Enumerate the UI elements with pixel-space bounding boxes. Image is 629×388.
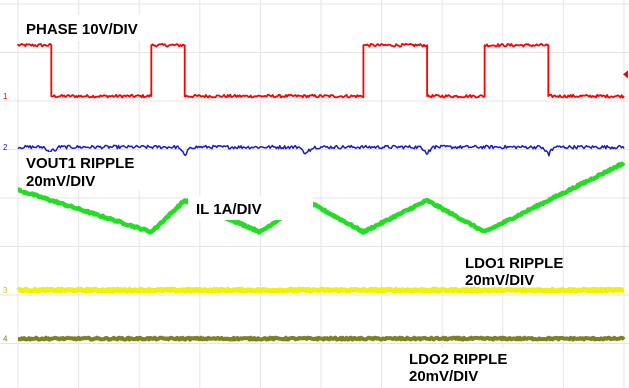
ldo2-label-line-2: 20mV/DIV — [409, 368, 478, 385]
vout1-ripple-label: VOUT1 RIPPLE 20mV/DIV — [22, 152, 170, 190]
ldo1-label-line-1: LDO1 RIPPLE — [465, 255, 563, 272]
ldo2-label-background — [405, 348, 545, 388]
ldo1-trace — [16, 286, 626, 294]
vout1-trace — [17, 144, 625, 157]
channel-markers: 1 2 3 4 — [3, 70, 628, 344]
ldo2-ripple-label: LDO2 RIPPLE 20mV/DIV — [405, 348, 545, 388]
il-label-line-1: IL 1A/DIV — [196, 201, 262, 218]
vout1-label-background — [22, 152, 170, 190]
vout1-label-line-2: 20mV/DIV — [26, 173, 95, 190]
il-label-background — [188, 196, 313, 220]
vout1-label-line-1: VOUT1 RIPPLE — [26, 155, 134, 172]
vout1-channel-marker: 2 — [3, 143, 8, 152]
phase-label-background — [22, 15, 172, 41]
il-trace — [16, 161, 626, 235]
trigger-level-arrow-icon — [623, 70, 628, 79]
ldo2-trace — [17, 335, 626, 342]
phase-channel-marker: 1 — [3, 92, 8, 101]
phase-label: PHASE 10V/DIV — [22, 15, 172, 41]
phase-trace — [17, 42, 625, 99]
ldo2-channel-marker: 4 — [3, 335, 8, 344]
waveform-traces — [16, 42, 626, 342]
phase-label-line-1: PHASE 10V/DIV — [26, 21, 138, 38]
ldo1-ripple-label: LDO1 RIPPLE 20mV/DIV — [465, 255, 563, 289]
ldo1-channel-marker: 3 — [3, 286, 8, 295]
ldo2-label-line-1: LDO2 RIPPLE — [409, 351, 507, 368]
ldo1-label-line-2: 20mV/DIV — [465, 272, 534, 289]
il-label: IL 1A/DIV — [188, 196, 313, 220]
